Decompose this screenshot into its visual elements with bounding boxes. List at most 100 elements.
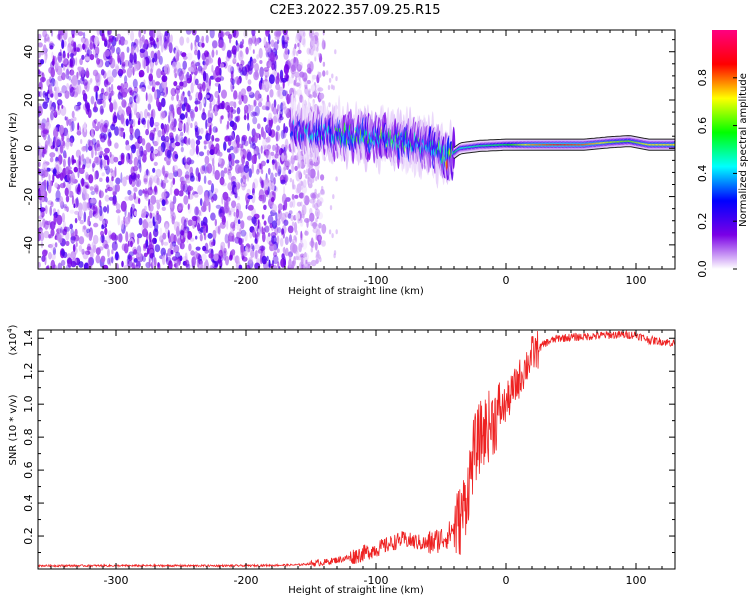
heatmap-cell — [42, 90, 46, 98]
heatmap-cell — [231, 200, 237, 208]
heatmap-cell — [49, 152, 56, 158]
heatmap-cell — [171, 61, 177, 70]
heatmap-cell — [61, 39, 65, 49]
heatmap-cell — [96, 30, 101, 36]
heatmap-cell — [194, 78, 199, 86]
heatmap-cell — [241, 136, 246, 146]
heatmap-cell — [78, 244, 83, 252]
heatmap-cell — [58, 124, 65, 135]
heatmap-cell — [281, 77, 287, 83]
heatmap-cell — [108, 38, 114, 43]
heatmap-cell — [295, 35, 299, 44]
heatmap-cell — [49, 157, 54, 163]
heatmap-cell — [274, 153, 279, 159]
heatmap-cell — [251, 154, 257, 165]
heatmap-cell — [176, 168, 183, 178]
heatmap-cell — [294, 43, 297, 50]
heatmap-cell — [268, 152, 272, 161]
heatmap-cell — [207, 232, 213, 239]
heatmap-cell — [133, 249, 138, 255]
heatmap-cell — [148, 203, 154, 212]
heatmap-cell — [210, 241, 216, 246]
heatmap-cell — [64, 116, 67, 121]
heatmap-cell — [192, 190, 195, 196]
heatmap-cell — [194, 193, 199, 198]
heatmap-cell — [61, 212, 66, 223]
heatmap-cell — [232, 122, 237, 131]
heatmap-cell — [291, 263, 294, 269]
heatmap-cell — [219, 63, 225, 68]
heatmap-cell — [85, 156, 90, 164]
heatmap-cell — [79, 219, 85, 225]
heatmap-cell — [195, 167, 200, 177]
heatmap-cell — [172, 125, 177, 132]
heatmap-cell — [238, 99, 242, 105]
heatmap-cell — [178, 122, 183, 131]
heatmap-cell — [125, 140, 130, 146]
heatmap-cell — [153, 140, 159, 147]
heatmap-cell — [328, 102, 331, 108]
heatmap-cell — [175, 133, 179, 143]
heatmap-cell — [237, 166, 243, 174]
heatmap-cell — [170, 206, 174, 217]
heatmap-cell — [304, 173, 308, 179]
heatmap-cell — [267, 232, 271, 237]
heatmap-cell — [202, 98, 206, 104]
heatmap-cell — [99, 189, 102, 199]
heatmap-cell — [266, 255, 269, 262]
heatmap-cell — [104, 60, 110, 68]
heatmap-cell — [197, 185, 204, 195]
heatmap-cell — [38, 103, 42, 109]
heatmap-cell — [171, 241, 176, 247]
heatmap-cell — [208, 253, 214, 259]
heatmap-cell — [134, 171, 138, 182]
heatmap-cell — [159, 91, 165, 97]
heatmap-cell — [93, 36, 100, 46]
heatmap-cell — [54, 80, 59, 88]
heatmap-cell — [230, 221, 236, 229]
heatmap-cell — [50, 228, 54, 239]
heatmap-cell — [70, 56, 76, 67]
heatmap-cell — [57, 108, 61, 116]
heatmap-cell — [321, 240, 326, 247]
heatmap-cell — [76, 159, 82, 168]
heatmap-cell — [170, 121, 176, 131]
heatmap-cell — [150, 146, 154, 154]
heatmap-cell — [169, 123, 174, 132]
heatmap-cell — [78, 167, 85, 174]
heatmap-cell — [317, 211, 324, 220]
heatmap-cell — [232, 85, 235, 90]
heatmap-cell — [150, 195, 157, 205]
heatmap-cell — [93, 85, 98, 93]
heatmap-cell — [272, 106, 277, 115]
heatmap-cell — [195, 235, 198, 240]
heatmap-cell — [226, 148, 231, 153]
heatmap-cell — [65, 240, 70, 246]
heatmap-cell — [77, 79, 81, 86]
heatmap-cell — [57, 225, 63, 231]
heatmap-cell — [148, 175, 155, 184]
heatmap-cell — [289, 234, 292, 243]
heatmap-cell — [72, 244, 76, 252]
heatmap-cell — [194, 100, 201, 105]
heatmap-cell — [321, 223, 327, 234]
heatmap-cell — [180, 230, 185, 236]
heatmap-cell — [300, 256, 304, 265]
heatmap-cell — [254, 105, 260, 117]
heatmap-cell — [252, 188, 255, 196]
heatmap-cell — [229, 36, 232, 44]
heatmap-cell — [306, 67, 312, 74]
heatmap-cell — [123, 39, 129, 45]
heatmap-cell — [276, 125, 281, 132]
heatmap-cell — [148, 221, 154, 229]
heatmap-cell — [266, 144, 272, 150]
heatmap-cell — [297, 42, 300, 48]
heatmap-cell — [48, 251, 52, 260]
heatmap-cell — [99, 236, 103, 244]
heatmap-cell — [39, 184, 45, 192]
heatmap-cell — [266, 189, 269, 198]
heatmap-cell — [335, 229, 338, 235]
heatmap-cell — [234, 255, 240, 264]
heatmap-cell — [39, 207, 46, 213]
heatmap-cell — [319, 92, 325, 100]
